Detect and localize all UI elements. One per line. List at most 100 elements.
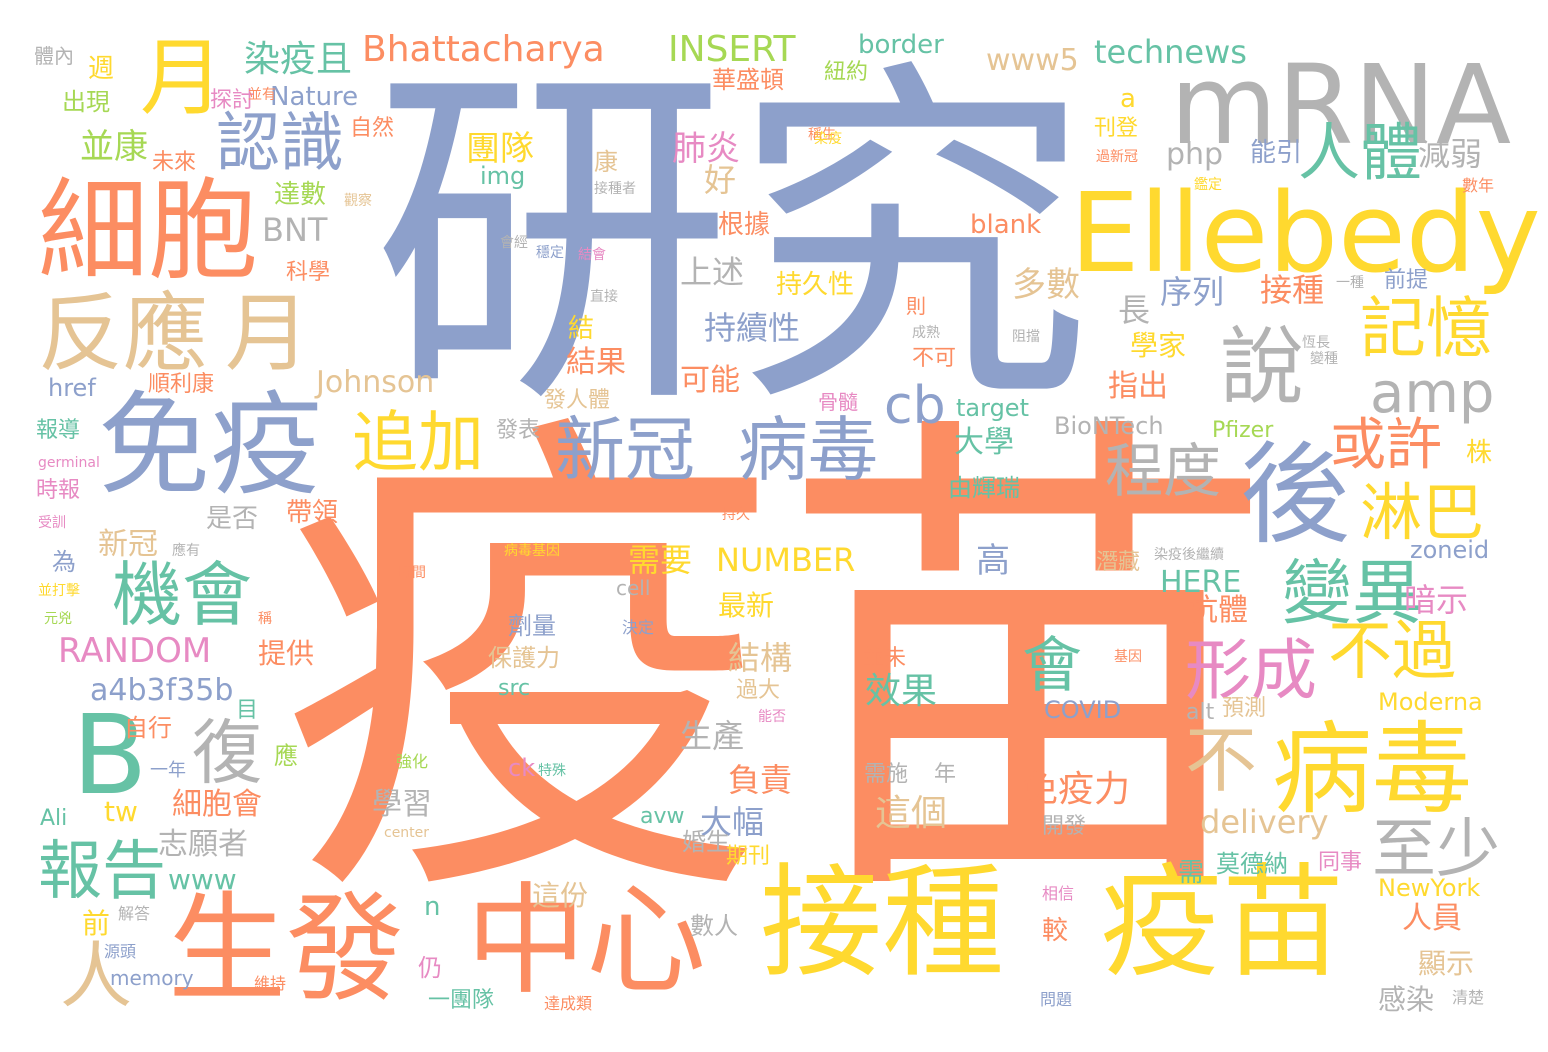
word: 疫苗 xyxy=(1100,852,1344,994)
word: src xyxy=(498,676,531,701)
word: 探討 xyxy=(210,88,255,113)
word: amp xyxy=(1370,361,1495,426)
word: 需施 xyxy=(864,762,909,787)
word: 源頭 xyxy=(104,942,137,961)
word: RANDOM xyxy=(58,631,212,671)
word: n xyxy=(424,892,441,922)
word: 抗體 xyxy=(1188,593,1248,628)
word: 問題 xyxy=(1040,990,1073,1009)
word: 接種 xyxy=(760,852,1004,994)
word: 持續性 xyxy=(704,309,801,347)
word: 科學 xyxy=(286,260,331,285)
word: COVID xyxy=(1044,696,1122,724)
word: 報導 xyxy=(36,418,81,443)
word: 結會 xyxy=(578,247,606,263)
word: 免疫 xyxy=(98,381,322,511)
word: 並有 xyxy=(248,87,276,103)
word: 結果 xyxy=(566,345,626,380)
word: 應有 xyxy=(172,543,200,559)
word: 稱生 xyxy=(808,127,836,143)
word: 並未 xyxy=(862,646,907,671)
word: 人員 xyxy=(1402,901,1462,936)
word: 維持 xyxy=(254,974,287,993)
word: 自行 xyxy=(124,714,172,742)
word: mRNA xyxy=(1170,41,1512,169)
word: 較 xyxy=(1042,916,1069,946)
word: 機會 xyxy=(112,554,252,636)
word: 中心 xyxy=(466,872,706,1011)
word: 序列 xyxy=(1160,273,1225,311)
word: 數人 xyxy=(690,912,738,940)
word: 好 xyxy=(704,161,737,199)
word: 鑑定 xyxy=(1194,177,1222,193)
word: 感染 xyxy=(1378,983,1435,1016)
word: 變異 xyxy=(1282,552,1422,634)
word: 追加 xyxy=(352,404,484,481)
word: 人 xyxy=(60,934,133,1018)
word: 達數 xyxy=(274,180,327,210)
word: 研究 xyxy=(372,32,1092,451)
word: 應 xyxy=(274,742,298,770)
word: Nature xyxy=(270,82,359,112)
word: 開發 xyxy=(1042,814,1087,839)
word: 結構 xyxy=(728,639,793,677)
word: 程度 xyxy=(1105,437,1222,505)
word: 反應 xyxy=(38,285,209,384)
word: memory xyxy=(110,966,194,990)
word: 則 xyxy=(906,294,926,318)
word: 病毒 xyxy=(1272,711,1472,828)
word: 一年 xyxy=(150,760,186,781)
word: cell xyxy=(616,576,651,600)
word: 時報 xyxy=(36,478,81,503)
word: 為 xyxy=(52,548,76,576)
word: 決定 xyxy=(622,618,655,637)
word: NUMBER xyxy=(716,541,856,579)
word: 發人體 xyxy=(544,388,611,413)
word: 說 xyxy=(1220,318,1305,416)
word: 出現 xyxy=(62,88,110,116)
word: 新冠 xyxy=(98,527,158,562)
word: 接種者 xyxy=(594,181,636,197)
word: 會經 xyxy=(500,235,528,251)
word: Moderna xyxy=(1378,688,1483,716)
word: NewYork xyxy=(1378,874,1481,902)
word: 形成 xyxy=(1185,632,1317,709)
word: 由輝瑞 xyxy=(948,474,1020,502)
word: www xyxy=(168,863,237,896)
word: 莫德納 xyxy=(1216,850,1288,878)
word: Bhattacharya xyxy=(362,29,605,70)
word: 時間 xyxy=(398,565,426,581)
word: 月 xyxy=(225,285,311,384)
word: 自然 xyxy=(350,116,395,141)
word: 志願者 xyxy=(158,827,248,862)
word: HERE xyxy=(1160,565,1242,600)
word: 多數 xyxy=(1012,265,1080,305)
word: germinal xyxy=(38,455,100,471)
word: 需要 xyxy=(628,541,693,579)
word: 記憶 xyxy=(1360,290,1492,367)
word: 目 xyxy=(236,698,259,723)
word: delivery xyxy=(1200,803,1329,841)
word: BNT xyxy=(262,211,328,249)
word: 後 xyxy=(1240,431,1350,559)
word: 學家 xyxy=(1130,329,1187,362)
word: 保護力 xyxy=(488,644,560,672)
word: 阻擋 xyxy=(1012,329,1040,345)
word: 病毒基因 xyxy=(504,543,560,559)
word: 持久 xyxy=(722,507,750,523)
word: 能否 xyxy=(758,709,786,725)
word: 劑量 xyxy=(508,612,556,640)
word: 未來 xyxy=(152,150,197,175)
word: 復 xyxy=(192,712,262,794)
word: 指出 xyxy=(1108,369,1168,404)
word: 免疫力 xyxy=(1022,769,1131,810)
word: 潛藏 xyxy=(1096,550,1141,575)
word: avw xyxy=(640,804,685,829)
word: 染疫後繼續 xyxy=(1154,547,1224,563)
word: 變種 xyxy=(1310,351,1338,367)
word: 紐約 xyxy=(824,60,869,85)
word: 可能 xyxy=(680,363,740,398)
word: 一種 xyxy=(1336,275,1364,291)
word: 刊登 xyxy=(1094,116,1139,141)
word: 接種 xyxy=(1260,271,1325,309)
